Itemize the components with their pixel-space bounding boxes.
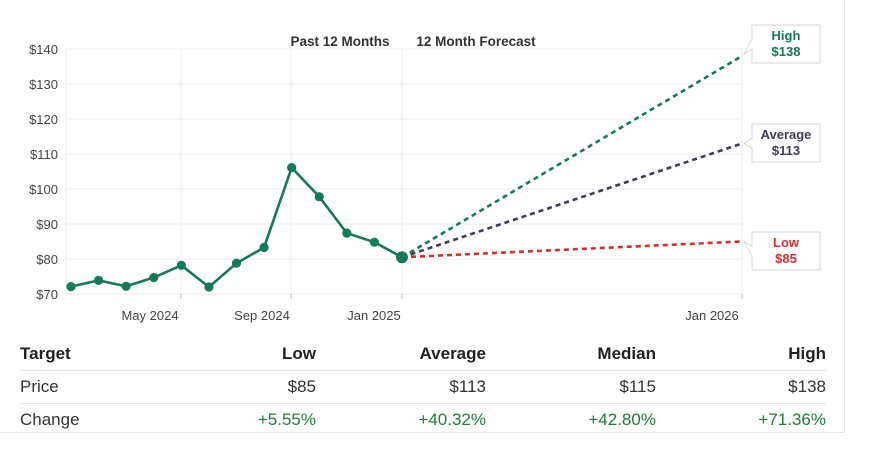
forecast-label-high: High$138 — [742, 24, 821, 64]
y-tick-label: $120 — [29, 112, 58, 127]
history-point — [314, 192, 324, 202]
y-tick-label: $110 — [30, 147, 58, 162]
price-low: $85 — [169, 370, 316, 404]
history-point — [121, 281, 131, 291]
history-series — [66, 163, 408, 292]
price-average: $113 — [316, 370, 486, 404]
x-tick-label: Sep 2024 — [234, 308, 290, 323]
history-point — [176, 260, 186, 270]
y-tick-label: $70 — [36, 287, 58, 302]
history-point — [204, 282, 214, 292]
callout-box — [743, 123, 821, 163]
history-line — [70, 166, 403, 289]
y-tick-label: $130 — [29, 77, 58, 92]
price-high: $138 — [655, 370, 826, 404]
header-low: Low — [169, 338, 316, 371]
callout-name: High — [772, 28, 801, 43]
x-axis-ticks: May 2024 Sep 2024 Jan 2025 Jan 2026 — [121, 294, 743, 323]
forecast-table: Target Low Average Median High Price $85… — [20, 338, 826, 436]
y-tick-label: $140 — [29, 42, 58, 57]
row-label-change: Change — [20, 410, 80, 429]
forecast-lines — [401, 54, 743, 259]
history-point — [369, 237, 380, 247]
table-row-change: Change +5.55% +40.32% +42.80% +71.36% — [20, 404, 826, 437]
callout-box — [742, 24, 821, 64]
history-point — [149, 272, 159, 283]
header-high: High — [655, 338, 826, 371]
period-tabs: Past 12 Months 12 Month Forecast — [290, 34, 536, 49]
callout-value: $138 — [772, 44, 801, 59]
forecast-label-low: Low$85 — [742, 231, 821, 271]
forecast-line-low — [401, 240, 743, 259]
tab-past-12-months[interactable]: Past 12 Months — [290, 34, 389, 49]
forecast-line-average — [401, 142, 743, 259]
callout-value: $85 — [775, 251, 797, 266]
current-price-point — [396, 251, 408, 264]
forecast-card — [0, 0, 845, 433]
y-tick-label: $80 — [36, 252, 58, 267]
header-average: Average — [316, 338, 486, 371]
table-row-price: Price $85 $113 $115 $138 — [20, 370, 826, 404]
change-low: +5.55% — [257, 410, 316, 429]
history-point — [66, 282, 76, 292]
forecast-label-average: Average$113 — [743, 123, 821, 163]
history-point — [231, 258, 242, 268]
tab-12-month-forecast[interactable]: 12 Month Forecast — [416, 34, 536, 49]
callout-box — [742, 231, 821, 271]
change-average: +40.32% — [418, 410, 486, 429]
forecast-labels: High$138 Average$113 Low$85 — [742, 24, 821, 271]
grid-lines — [65, 48, 743, 295]
forecast-line-high — [401, 54, 743, 259]
price-forecast-chart: $140 $130 $120 $110 $100 $90 $80 $70 May 2024 Se… — [29, 24, 821, 323]
history-point — [93, 275, 104, 285]
callout-name: Low — [773, 235, 800, 250]
header-target: Target — [20, 338, 170, 371]
x-tick-label: May 2024 — [121, 308, 178, 323]
table-header-row: Target Low Average Median High — [20, 338, 826, 371]
change-median: +42.80% — [588, 410, 656, 429]
y-axis-ticks: $140 $130 $120 $110 $100 $90 $80 $70 — [29, 42, 58, 302]
callout-name: Average — [761, 127, 812, 142]
history-point — [287, 163, 297, 173]
change-high: +71.36% — [758, 410, 826, 429]
history-point — [342, 228, 352, 238]
x-tick-label: Jan 2025 — [347, 308, 401, 323]
header-median: Median — [485, 338, 656, 371]
y-tick-label: $100 — [29, 182, 58, 197]
history-point — [259, 242, 269, 253]
callout-value: $113 — [772, 143, 800, 158]
price-median: $115 — [485, 370, 656, 404]
x-tick-label: Jan 2026 — [685, 308, 739, 323]
y-tick-label: $90 — [36, 217, 58, 232]
row-label-price: Price — [20, 370, 170, 404]
